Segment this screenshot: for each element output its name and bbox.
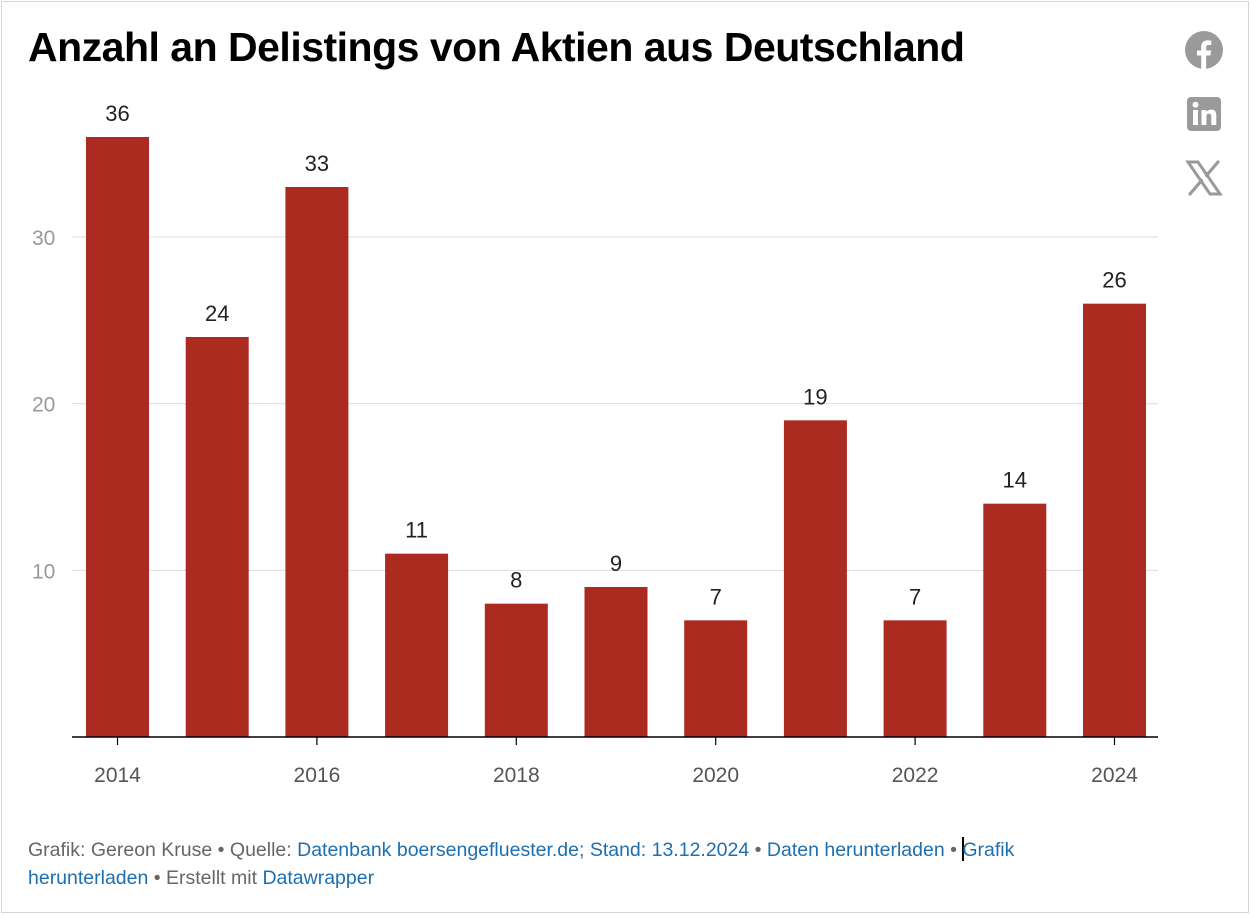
data-label: 14 — [1003, 468, 1027, 493]
bar-2019 — [584, 587, 648, 737]
footer-credit: Grafik: Gereon Kruse • Quelle: — [28, 839, 298, 861]
bar-2024 — [1083, 303, 1146, 737]
data-label: 36 — [105, 101, 129, 126]
data-label: 33 — [305, 151, 329, 176]
bar-2022 — [883, 620, 947, 737]
source-link[interactable]: Datenbank boersengefluester.de; Stand: 1… — [297, 839, 750, 861]
x-tick-label: 2016 — [294, 764, 341, 787]
download-data-link[interactable]: Daten herunterladen — [766, 839, 945, 861]
datawrapper-link[interactable]: Datawrapper — [262, 867, 375, 889]
x-tick-label: 2018 — [493, 764, 540, 787]
bar-2017 — [385, 553, 449, 737]
data-label: 26 — [1102, 268, 1126, 293]
y-tick-label: 10 — [32, 560, 55, 583]
x-tick-label: 2020 — [692, 764, 739, 787]
bar-2020 — [684, 620, 748, 737]
bar-2015 — [185, 337, 249, 737]
chart-title: Anzahl an Delistings von Aktien aus Deut… — [28, 24, 965, 70]
bar-2014 — [86, 137, 149, 737]
bar-2023 — [983, 503, 1047, 737]
data-label: 9 — [610, 551, 622, 576]
bar-2016 — [285, 187, 349, 737]
bar-2021 — [783, 420, 847, 737]
data-label: 8 — [510, 568, 522, 593]
linkedin-share-button[interactable] — [1184, 94, 1224, 134]
footer-created-with: • Erstellt mit — [148, 867, 263, 889]
linkedin-icon — [1187, 97, 1221, 131]
y-tick-label: 20 — [32, 394, 55, 417]
data-label: 11 — [405, 518, 428, 543]
data-label: 7 — [710, 584, 722, 609]
facebook-icon — [1185, 31, 1223, 69]
chart-footer: Grafik: Gereon Kruse • Quelle: Datenbank… — [28, 836, 1128, 892]
data-label: 24 — [205, 301, 229, 326]
x-share-button[interactable] — [1184, 158, 1224, 198]
bar-2018 — [484, 603, 548, 737]
download-graphic-link[interactable]: Grafik herunterladen — [28, 839, 1015, 889]
footer-separator: • — [749, 839, 767, 861]
x-icon — [1185, 160, 1223, 196]
y-tick-label: 30 — [32, 227, 55, 250]
data-label: 7 — [909, 584, 921, 609]
facebook-share-button[interactable] — [1184, 30, 1224, 70]
x-tick-label: 2022 — [892, 764, 939, 787]
text-cursor — [962, 837, 965, 861]
x-tick-label: 2024 — [1091, 764, 1138, 787]
data-label: 19 — [803, 384, 827, 409]
x-tick-label: 2014 — [94, 764, 141, 787]
footer-separator: • — [944, 839, 963, 861]
